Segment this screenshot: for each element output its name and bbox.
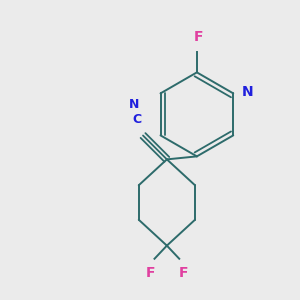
Text: C: C bbox=[133, 113, 142, 126]
Text: F: F bbox=[194, 30, 203, 44]
Text: N: N bbox=[242, 85, 253, 98]
Text: F: F bbox=[178, 266, 188, 280]
Text: F: F bbox=[146, 266, 155, 280]
Text: N: N bbox=[128, 98, 139, 111]
